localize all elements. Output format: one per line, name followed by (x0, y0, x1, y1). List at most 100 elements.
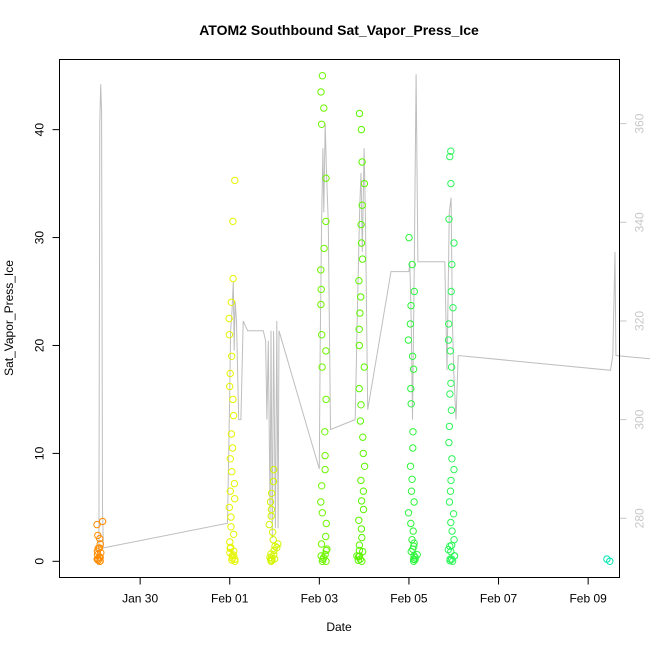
x-tick-label: Feb 05 (390, 592, 428, 606)
data-point (229, 395, 237, 404)
data-point (447, 406, 456, 414)
y-tick-label: 20 (33, 338, 47, 352)
secondary-series-line (97, 74, 650, 566)
data-point (228, 352, 236, 360)
data-point (96, 540, 104, 548)
data-point (450, 536, 458, 544)
data-point (404, 336, 413, 344)
data-point (444, 336, 453, 344)
data-point (406, 320, 415, 328)
data-point (446, 152, 454, 161)
data-point (266, 553, 274, 562)
x-tick-label: Feb 09 (569, 592, 607, 606)
data-point (322, 347, 330, 355)
data-point (409, 444, 417, 452)
data-point (226, 538, 234, 546)
data-point (410, 498, 418, 506)
data-point (448, 260, 456, 269)
data-point (408, 260, 416, 269)
data-point (357, 239, 366, 247)
data-point (95, 544, 104, 552)
data-point (357, 401, 365, 409)
data-point (357, 525, 366, 533)
data-point (447, 363, 456, 371)
data-point (407, 384, 415, 393)
x-axis-label: Date (326, 620, 352, 634)
data-point (321, 465, 329, 474)
data-point (413, 551, 421, 559)
data-point (409, 365, 418, 373)
data-point (321, 428, 329, 436)
data-point (317, 552, 325, 560)
data-point (318, 363, 326, 371)
data-point (322, 174, 330, 182)
data-point (321, 451, 329, 460)
data-point (322, 217, 330, 226)
data-point (445, 498, 454, 506)
data-point (227, 523, 235, 531)
data-point (357, 497, 366, 505)
data-point (231, 495, 239, 503)
data-point (228, 468, 236, 476)
data-point (229, 274, 237, 283)
data-point (267, 505, 276, 514)
data-point (357, 293, 365, 301)
data-point (447, 287, 455, 296)
data-point (322, 519, 330, 528)
data-point (405, 233, 413, 242)
data-point (317, 540, 326, 548)
data-point (227, 430, 236, 438)
data-point (446, 390, 454, 398)
data-point (447, 518, 455, 527)
data-point (321, 550, 329, 559)
data-point (447, 379, 455, 387)
data-point (317, 285, 325, 294)
data-point (355, 541, 364, 549)
y-axis-label: Sat_Vapor_Press_Ice (2, 260, 16, 376)
data-point (317, 498, 325, 506)
data-point (357, 125, 366, 134)
data-point (226, 487, 235, 495)
data-point (265, 520, 273, 529)
data-point (410, 287, 418, 296)
data-point (408, 536, 416, 544)
data-point (360, 462, 369, 470)
data-point (230, 479, 239, 488)
data-point (266, 498, 275, 506)
data-point (404, 509, 413, 517)
y2-tick-label: 320 (633, 311, 647, 331)
data-point (94, 531, 102, 540)
data-point (447, 476, 455, 485)
data-point (445, 320, 453, 328)
data-point (317, 300, 325, 309)
data-point (231, 176, 239, 185)
data-point (270, 551, 278, 559)
data-point (447, 147, 455, 155)
data-point (225, 331, 234, 339)
data-point (445, 422, 454, 431)
data-point (320, 104, 328, 112)
data-point (448, 455, 456, 463)
data-point (358, 201, 366, 209)
data-point (317, 266, 325, 274)
data-point (410, 555, 418, 563)
data-point (323, 545, 331, 553)
data-point (359, 449, 367, 458)
data-point (267, 489, 276, 497)
data-point (358, 533, 366, 542)
data-point (358, 158, 366, 166)
data-point (227, 513, 235, 521)
data-point (407, 301, 415, 310)
data-point (603, 555, 611, 563)
data-point (447, 179, 455, 188)
x-tick-label: Jan 30 (122, 592, 158, 606)
data-point (318, 482, 326, 490)
data-point (359, 487, 368, 495)
data-point (318, 331, 326, 339)
data-point (357, 220, 365, 229)
data-point (408, 352, 417, 360)
data-point (409, 428, 417, 436)
data-point (225, 314, 233, 323)
